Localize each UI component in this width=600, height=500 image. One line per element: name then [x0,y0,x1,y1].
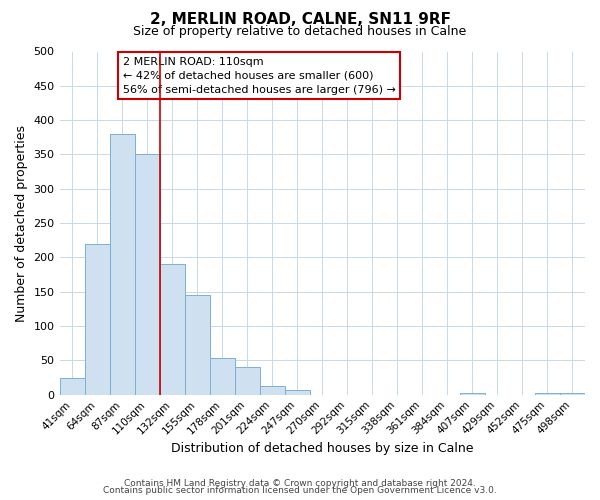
Text: Contains HM Land Registry data © Crown copyright and database right 2024.: Contains HM Land Registry data © Crown c… [124,478,476,488]
Text: 2, MERLIN ROAD, CALNE, SN11 9RF: 2, MERLIN ROAD, CALNE, SN11 9RF [149,12,451,28]
Bar [134,154,160,394]
Bar [235,368,260,394]
Text: Contains public sector information licensed under the Open Government Licence v3: Contains public sector information licen… [103,486,497,495]
Bar [160,264,185,394]
Bar [209,358,235,394]
Bar [110,134,134,394]
Bar [285,390,310,394]
X-axis label: Distribution of detached houses by size in Calne: Distribution of detached houses by size … [171,442,473,455]
Bar [185,295,209,394]
Y-axis label: Number of detached properties: Number of detached properties [15,124,28,322]
Bar [260,386,285,394]
Text: 2 MERLIN ROAD: 110sqm
← 42% of detached houses are smaller (600)
56% of semi-det: 2 MERLIN ROAD: 110sqm ← 42% of detached … [122,56,395,94]
Bar [85,244,110,394]
Bar [59,378,85,394]
Text: Size of property relative to detached houses in Calne: Size of property relative to detached ho… [133,25,467,38]
